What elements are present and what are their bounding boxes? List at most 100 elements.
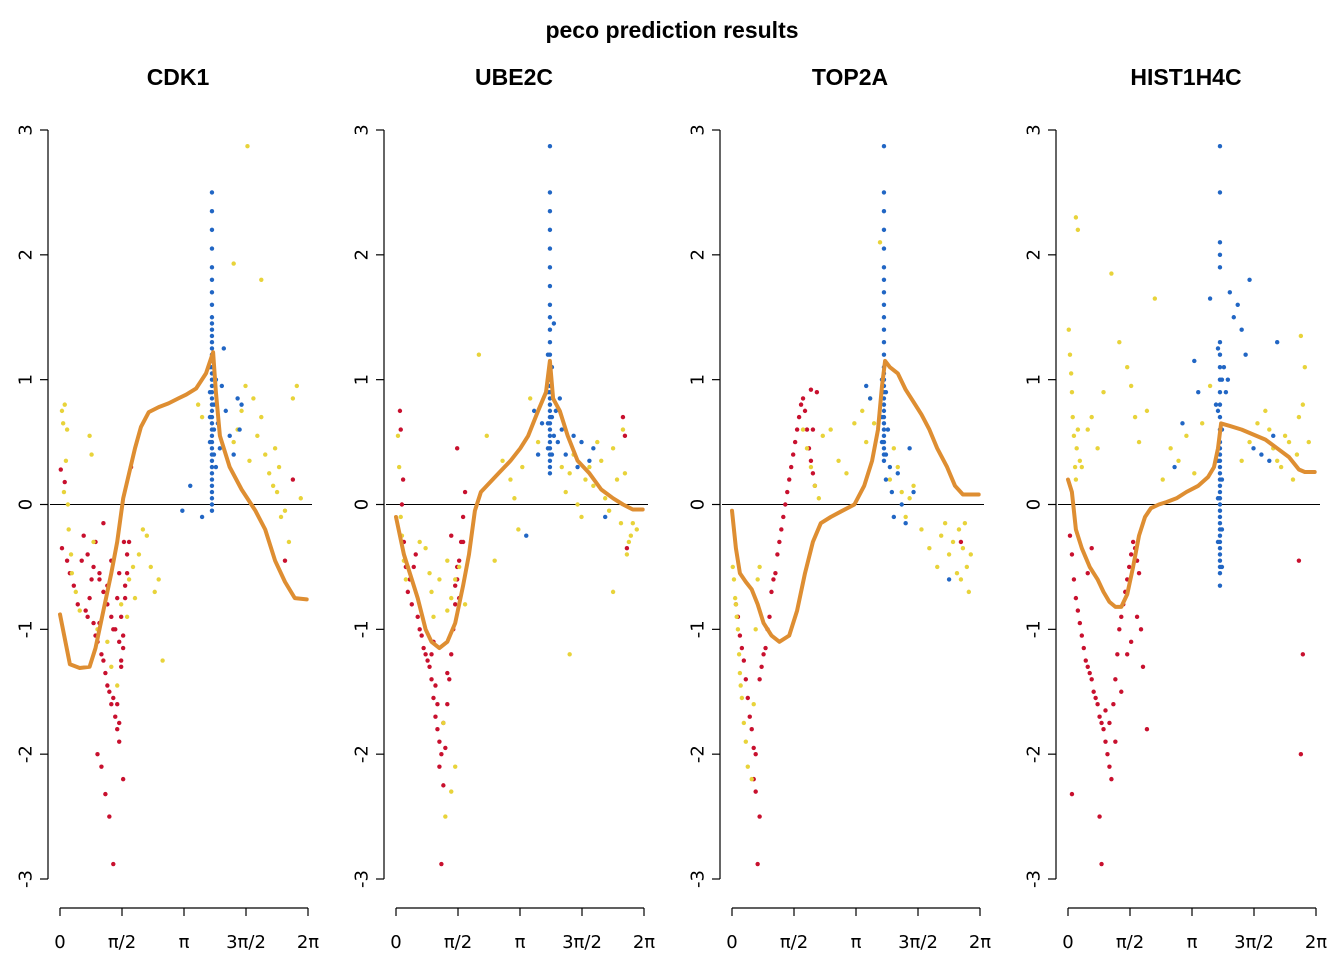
data-point [881, 290, 887, 295]
x-tick-label: π [179, 932, 190, 953]
data-point [1070, 414, 1075, 420]
data-point [881, 340, 887, 345]
data-point [209, 302, 215, 307]
data-point [272, 446, 278, 451]
trend-line [394, 358, 645, 651]
data-point [1099, 720, 1104, 726]
data-point [109, 614, 114, 620]
data-point [95, 751, 100, 757]
panel-title: HIST1H4C [1130, 64, 1241, 90]
data-point [160, 658, 165, 663]
data-point [156, 577, 161, 582]
data-point [547, 302, 553, 307]
data-point [602, 496, 608, 501]
data-point [99, 652, 104, 657]
data-point [591, 446, 596, 451]
data-point [942, 521, 948, 526]
data-point [61, 489, 67, 495]
data-point [211, 452, 217, 457]
data-point [441, 783, 446, 788]
data-point [433, 683, 438, 688]
data-point [575, 464, 580, 470]
data-point [117, 720, 122, 726]
data-point [759, 664, 764, 669]
data-point [1217, 502, 1223, 507]
data-point [1219, 527, 1225, 532]
data-point [1095, 446, 1100, 451]
data-point [73, 589, 78, 595]
data-point [298, 496, 303, 501]
data-point [427, 664, 432, 669]
data-point [111, 627, 116, 632]
data-point [1068, 371, 1074, 376]
data-point [1066, 327, 1071, 332]
data-point [75, 602, 80, 607]
data-point [437, 577, 442, 582]
data-point [1074, 446, 1079, 451]
data-point [101, 658, 106, 663]
data-point [427, 570, 432, 576]
data-point [895, 471, 900, 476]
data-point [571, 433, 576, 439]
data-point [587, 464, 592, 470]
data-point [209, 383, 215, 389]
data-point [1071, 577, 1077, 582]
data-point [812, 483, 818, 488]
x-tick-label: 0 [1062, 932, 1073, 953]
data-point [1079, 633, 1085, 638]
data-point [1263, 408, 1268, 414]
data-point [290, 477, 296, 482]
data-point [579, 439, 584, 445]
data-point [1217, 583, 1223, 588]
data-point [547, 144, 553, 149]
data-point [1160, 477, 1165, 482]
data-point [881, 227, 887, 233]
data-point [1136, 439, 1142, 445]
data-point [737, 670, 743, 676]
data-point [1302, 364, 1308, 370]
data-point [1217, 252, 1223, 258]
data-point [1126, 564, 1132, 570]
data-point [964, 564, 970, 570]
data-point [107, 689, 112, 694]
data-point [730, 564, 735, 570]
data-point [1243, 352, 1248, 357]
data-point [62, 479, 67, 485]
data-point [1089, 677, 1094, 682]
data-point [1125, 364, 1130, 370]
data-point [1077, 458, 1083, 464]
data-point [779, 527, 784, 532]
data-point [956, 527, 962, 532]
data-point [1207, 296, 1213, 301]
y-tick-label: 1 [352, 374, 373, 385]
y-tick-label: -2 [352, 745, 373, 763]
panel-ube2c: UBE2C -3 -2 -1 0 1 2 3 0 π/2 π 3π/2 2π [352, 64, 656, 953]
data-point [111, 861, 116, 867]
data-point [749, 727, 754, 732]
series-s [59, 144, 303, 688]
data-point [1101, 727, 1106, 732]
data-point [1119, 689, 1124, 694]
data-point [1073, 477, 1079, 482]
figure-title: peco prediction results [545, 17, 798, 43]
data-point [1172, 464, 1177, 470]
data-point [881, 427, 887, 432]
data-point [1152, 296, 1158, 301]
data-point [101, 521, 106, 526]
data-point [735, 627, 741, 632]
data-point [1217, 552, 1223, 557]
data-point [545, 352, 551, 357]
data-point [1144, 727, 1150, 732]
data-point [595, 439, 600, 445]
data-point [91, 539, 96, 545]
data-point [1217, 521, 1223, 526]
x-tick-label: π [515, 932, 526, 953]
data-point [209, 277, 215, 282]
y-tick-label: 2 [352, 249, 373, 260]
data-point [547, 433, 553, 439]
data-point [65, 502, 71, 507]
data-point [231, 261, 236, 266]
data-point [624, 552, 630, 557]
data-point [231, 452, 236, 457]
x-tick-label: 0 [726, 932, 737, 953]
